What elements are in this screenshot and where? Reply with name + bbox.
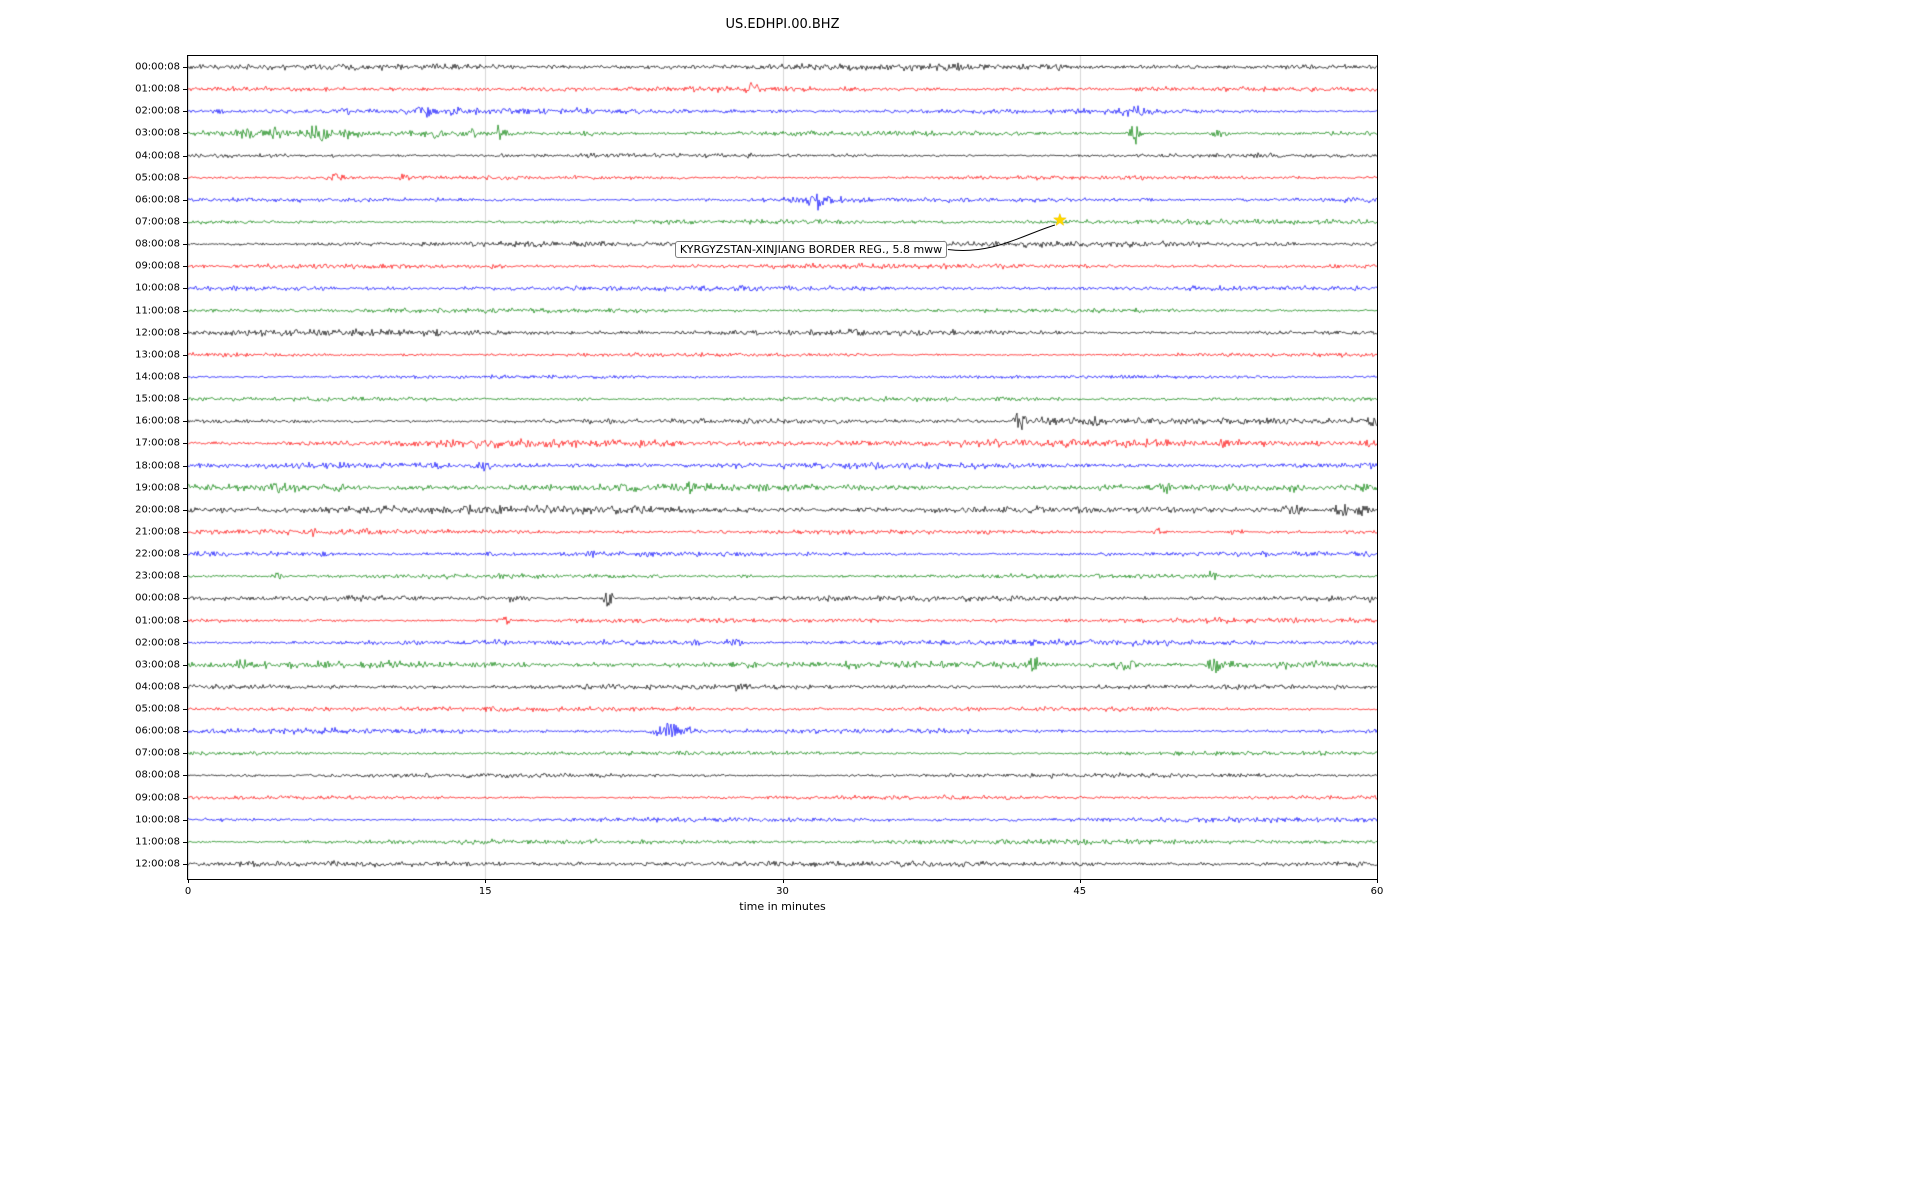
y-tick-mark	[183, 709, 187, 711]
y-tick-label: 08:00:08	[135, 769, 180, 781]
y-tick-label: 16:00:08	[135, 415, 180, 427]
y-tick-label: 21:00:08	[135, 526, 180, 538]
y-tick-mark	[183, 664, 187, 666]
y-tick-label: 20:00:08	[135, 504, 180, 516]
y-tick-mark	[183, 620, 187, 622]
y-tick-label: 15:00:08	[135, 393, 180, 405]
y-tick-mark	[183, 133, 187, 135]
y-tick-label: 03:00:08	[135, 659, 180, 671]
y-tick-mark	[183, 487, 187, 489]
y-tick-label: 11:00:08	[135, 836, 180, 848]
y-tick-mark	[183, 288, 187, 290]
x-axis-label: time in minutes	[739, 900, 826, 913]
y-tick-mark	[183, 598, 187, 600]
y-tick-mark	[183, 310, 187, 312]
y-tick-label: 09:00:08	[135, 260, 180, 272]
y-tick-mark	[183, 554, 187, 556]
y-tick-label: 12:00:08	[135, 327, 180, 339]
y-tick-label: 05:00:08	[135, 703, 180, 715]
y-tick-label: 05:00:08	[135, 172, 180, 184]
y-tick-mark	[183, 443, 187, 445]
y-tick-mark	[183, 354, 187, 356]
y-tick-label: 23:00:08	[135, 570, 180, 582]
y-tick-mark	[183, 642, 187, 644]
y-tick-mark	[183, 244, 187, 246]
x-tick-label: 45	[1073, 886, 1087, 897]
y-tick-mark	[183, 67, 187, 68]
y-tick-label: 10:00:08	[135, 282, 180, 294]
y-tick-mark	[183, 775, 187, 777]
y-tick-mark	[183, 576, 187, 578]
y-tick-label: 11:00:08	[135, 305, 180, 317]
seismogram-canvas	[188, 56, 1377, 879]
y-tick-label: 13:00:08	[135, 349, 180, 361]
y-tick-mark	[183, 509, 187, 511]
y-tick-mark	[183, 89, 187, 91]
y-tick-label: 10:00:08	[135, 814, 180, 826]
y-tick-mark	[183, 399, 187, 401]
y-tick-label: 04:00:08	[135, 681, 180, 693]
x-tick-mark	[1377, 879, 1378, 883]
x-tick-mark	[782, 879, 784, 883]
chart-title: US.EDHPI.00.BHZ	[725, 17, 840, 32]
y-tick-mark	[183, 332, 187, 334]
x-tick-mark	[188, 879, 189, 883]
y-tick-label: 02:00:08	[135, 105, 180, 117]
y-tick-label: 01:00:08	[135, 83, 180, 95]
y-tick-mark	[183, 864, 187, 866]
x-tick-mark	[485, 879, 487, 883]
x-tick-label: 30	[776, 886, 789, 897]
y-tick-mark	[183, 111, 187, 113]
y-tick-label: 03:00:08	[135, 127, 180, 139]
y-tick-mark	[183, 199, 187, 201]
y-tick-mark	[183, 421, 187, 423]
x-tick-label: 60	[1370, 886, 1384, 897]
y-tick-mark	[183, 266, 187, 268]
y-tick-mark	[183, 376, 187, 378]
x-tick-label: 15	[478, 886, 492, 897]
y-tick-mark	[183, 221, 187, 223]
y-tick-label: 18:00:08	[135, 460, 180, 472]
y-tick-label: 14:00:08	[135, 371, 180, 383]
y-tick-label: 12:00:08	[135, 858, 180, 870]
y-tick-mark	[183, 531, 187, 533]
event-star-icon: ★	[1052, 210, 1068, 231]
y-tick-label: 02:00:08	[135, 637, 180, 649]
y-tick-label: 17:00:08	[135, 437, 180, 449]
y-tick-label: 07:00:08	[135, 747, 180, 759]
y-tick-mark	[183, 155, 187, 157]
plot-area	[187, 55, 1378, 880]
x-tick-label: 0	[184, 886, 192, 897]
x-tick-mark	[1079, 879, 1081, 883]
y-tick-label: 19:00:08	[135, 482, 180, 494]
y-tick-mark	[183, 686, 187, 688]
y-tick-label: 04:00:08	[135, 150, 180, 162]
y-tick-mark	[183, 819, 187, 821]
y-tick-mark	[183, 753, 187, 755]
y-tick-label: 01:00:08	[135, 615, 180, 626]
y-tick-mark	[183, 177, 187, 179]
y-tick-label: 22:00:08	[135, 548, 180, 560]
y-tick-mark	[183, 841, 187, 843]
y-tick-label: 00:00:08	[135, 592, 180, 604]
y-tick-label: 06:00:08	[135, 194, 180, 206]
y-tick-label: 06:00:08	[135, 725, 180, 737]
y-tick-label: 09:00:08	[135, 792, 180, 804]
y-tick-label: 00:00:08	[135, 61, 180, 73]
annotation-box: KYRGYZSTAN-XINJIANG BORDER REG., 5.8 mww	[674, 240, 948, 258]
y-tick-mark	[183, 797, 187, 799]
y-tick-mark	[183, 465, 187, 467]
y-tick-label: 08:00:08	[135, 238, 180, 250]
y-tick-mark	[183, 731, 187, 733]
y-tick-label: 07:00:08	[135, 216, 180, 228]
